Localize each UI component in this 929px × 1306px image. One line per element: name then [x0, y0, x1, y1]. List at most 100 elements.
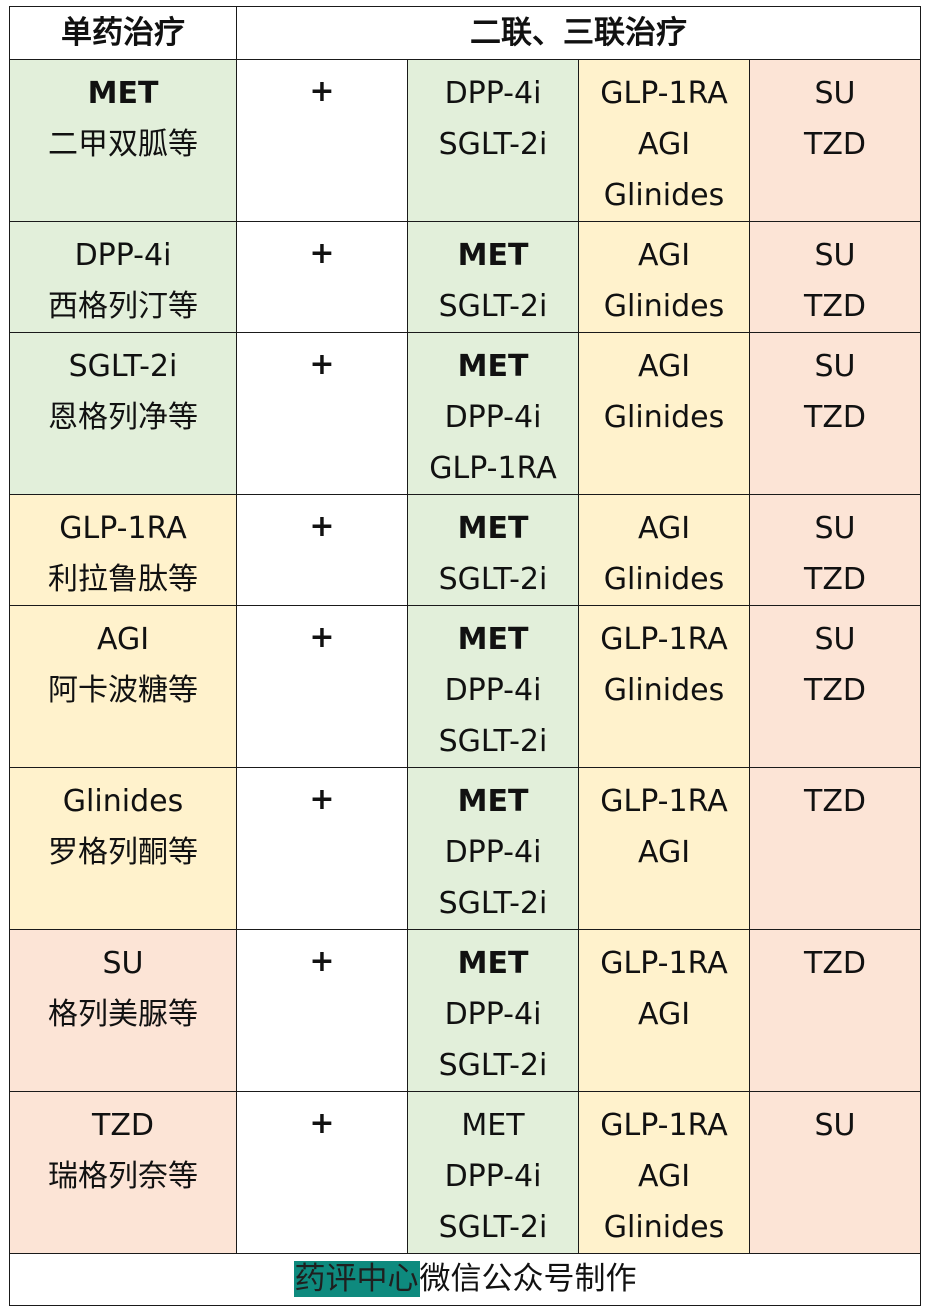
combo-pink-cell: SU TZD: [749, 59, 921, 222]
combo-yellow-cell: AGI Glinides: [578, 332, 750, 495]
cell-line: SGLT-2i: [438, 562, 548, 597]
cell-line: 利拉鲁肽等: [48, 562, 198, 597]
table-row: TZD 瑞格列奈等 + MET DPP-4i SGLT-2i GLP-1RA AGI Glini…: [9, 1091, 921, 1254]
cell-line: AGI: [637, 997, 691, 1032]
combo-green-cell: DPP-4i SGLT-2i: [407, 59, 579, 222]
plus-sign: +: [309, 347, 335, 382]
cell-line: SU: [814, 349, 856, 384]
combo-pink-cell: TZD: [749, 929, 921, 1092]
cell-line: AGI: [637, 349, 691, 384]
plus-cell: +: [236, 767, 408, 930]
cell-line: SGLT-2i: [438, 289, 548, 324]
table-row: MET 二甲双胍等 + DPP-4i SGLT-2i GLP-1RA AGI Glinides…: [9, 59, 921, 222]
combo-yellow-cell: AGI Glinides: [578, 221, 750, 333]
table-header-row: 单药治疗 二联、三联治疗: [9, 6, 921, 60]
combo-yellow-cell: GLP-1RA AGI Glinides: [578, 1091, 750, 1254]
cell-line: MET: [87, 76, 159, 111]
table-row: DPP-4i 西格列汀等 + MET SGLT-2i AGI Glinides SU TZD: [9, 221, 921, 333]
cell-line: SGLT-2i: [438, 127, 548, 162]
table-row: Glinides 罗格列酮等 + MET DPP-4i SGLT-2i GLP-1RA AGI…: [9, 767, 921, 930]
table-row: SGLT-2i 恩格列净等 + MET DPP-4i GLP-1RA AGI Glinides…: [9, 332, 921, 495]
cell-line: 罗格列酮等: [48, 835, 198, 870]
cell-line: MET: [457, 946, 529, 981]
plus-sign: +: [309, 509, 335, 544]
footer-highlight: 药评中心: [293, 1261, 420, 1297]
cell-line: GLP-1RA: [600, 76, 728, 111]
cell-line: DPP-4i: [444, 400, 542, 435]
cell-line: SU: [814, 511, 856, 546]
combo-pink-cell: SU TZD: [749, 605, 921, 768]
combo-pink-cell: TZD: [749, 767, 921, 930]
cell-line: 恩格列净等: [48, 400, 198, 435]
combo-green-cell: MET SGLT-2i: [407, 494, 579, 606]
combo-green-cell: MET DPP-4i SGLT-2i: [407, 767, 579, 930]
plus-cell: +: [236, 332, 408, 495]
plus-cell: +: [236, 1091, 408, 1254]
cell-line: TZD: [804, 784, 866, 819]
combination-therapy-table: 单药治疗 二联、三联治疗 MET 二甲双胍等 + DPP-4i SGLT-2i GLP-1…: [9, 6, 921, 1306]
plus-sign: +: [309, 74, 335, 109]
cell-line: 格列美脲等: [48, 997, 198, 1032]
table-row: SU 格列美脲等 + MET DPP-4i SGLT-2i GLP-1RA AGI TZD: [9, 929, 921, 1092]
combo-pink-cell: SU TZD: [749, 332, 921, 495]
combo-yellow-cell: GLP-1RA AGI Glinides: [578, 59, 750, 222]
cell-line: DPP-4i: [444, 76, 542, 111]
cell-line: TZD: [804, 400, 866, 435]
plus-sign: +: [309, 236, 335, 271]
cell-line: SU: [814, 238, 856, 273]
monotherapy-cell: MET 二甲双胍等: [9, 59, 237, 222]
cell-line: MET: [457, 349, 529, 384]
cell-line: SU: [814, 76, 856, 111]
footer-text: 微信公众号制作: [419, 1261, 637, 1297]
cell-line: GLP-1RA: [600, 784, 728, 819]
cell-line: DPP-4i: [444, 835, 542, 870]
cell-line: GLP-1RA: [600, 946, 728, 981]
cell-line: DPP-4i: [74, 238, 172, 273]
plus-sign: +: [309, 1106, 335, 1141]
cell-line: 二甲双胍等: [48, 127, 198, 162]
cell-line: 阿卡波糖等: [48, 673, 198, 708]
plus-sign: +: [309, 944, 335, 979]
combo-green-cell: MET DPP-4i SGLT-2i: [407, 1091, 579, 1254]
cell-line: MET: [457, 622, 529, 657]
combo-pink-cell: SU TZD: [749, 221, 921, 333]
cell-line: TZD: [92, 1108, 154, 1143]
cell-line: AGI: [637, 127, 691, 162]
cell-line: TZD: [804, 946, 866, 981]
table-row: AGI 阿卡波糖等 + MET DPP-4i SGLT-2i GLP-1RA Glinides…: [9, 605, 921, 768]
combo-green-cell: MET DPP-4i SGLT-2i: [407, 605, 579, 768]
plus-cell: +: [236, 59, 408, 222]
cell-line: Glinides: [603, 673, 725, 708]
monotherapy-cell: SU 格列美脲等: [9, 929, 237, 1092]
plus-cell: +: [236, 221, 408, 333]
combo-yellow-cell: GLP-1RA AGI: [578, 929, 750, 1092]
header-monotherapy: 单药治疗: [9, 6, 237, 60]
cell-line: SGLT-2i: [438, 1210, 548, 1245]
cell-line: SGLT-2i: [438, 1048, 548, 1083]
cell-line: MET: [461, 1108, 525, 1143]
plus-cell: +: [236, 494, 408, 606]
cell-line: AGI: [637, 835, 691, 870]
cell-line: MET: [457, 784, 529, 819]
table-body: MET 二甲双胍等 + DPP-4i SGLT-2i GLP-1RA AGI Glinides…: [9, 59, 921, 1254]
table-row: GLP-1RA 利拉鲁肽等 + MET SGLT-2i AGI Glinides SU TZD: [9, 494, 921, 606]
cell-line: MET: [457, 238, 529, 273]
monotherapy-cell: AGI 阿卡波糖等: [9, 605, 237, 768]
combo-green-cell: MET DPP-4i GLP-1RA: [407, 332, 579, 495]
monotherapy-cell: SGLT-2i 恩格列净等: [9, 332, 237, 495]
cell-line: GLP-1RA: [429, 451, 557, 486]
cell-line: TZD: [804, 673, 866, 708]
cell-line: GLP-1RA: [600, 622, 728, 657]
cell-line: AGI: [637, 511, 691, 546]
combo-yellow-cell: GLP-1RA Glinides: [578, 605, 750, 768]
combo-pink-cell: SU TZD: [749, 494, 921, 606]
cell-line: MET: [457, 511, 529, 546]
footer-cell: 药评中心微信公众号制作: [9, 1253, 921, 1306]
cell-line: TZD: [804, 562, 866, 597]
monotherapy-cell: Glinides 罗格列酮等: [9, 767, 237, 930]
plus-cell: +: [236, 929, 408, 1092]
cell-line: TZD: [804, 289, 866, 324]
cell-line: GLP-1RA: [59, 511, 187, 546]
cell-line: Glinides: [603, 178, 725, 213]
cell-line: AGI: [637, 238, 691, 273]
